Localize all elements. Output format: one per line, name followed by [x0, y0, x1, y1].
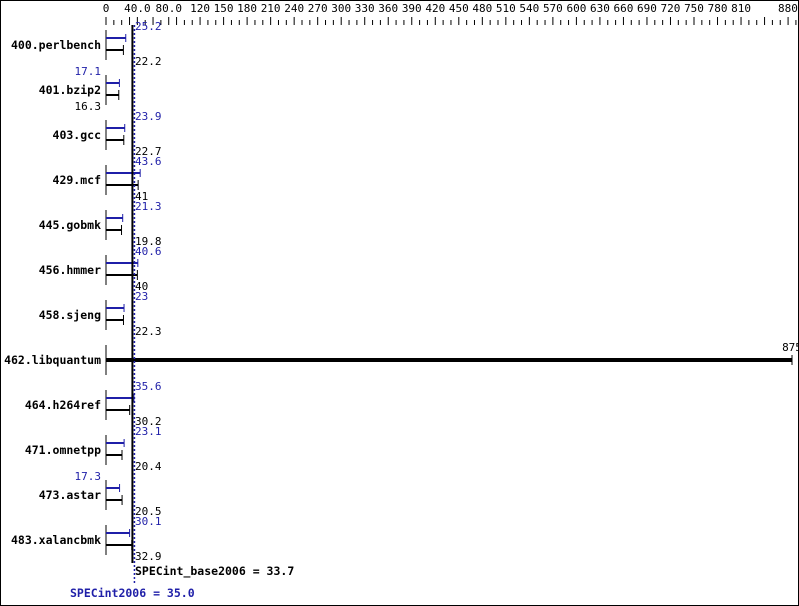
- base-value-label: 20.5: [135, 505, 162, 518]
- peak-value-label: 40.6: [135, 245, 162, 258]
- x-tick-label: 180: [237, 2, 257, 15]
- x-tick-label: 880: [778, 2, 798, 15]
- x-tick-label: 600: [566, 2, 586, 15]
- base-value-label: 20.4: [135, 460, 162, 473]
- base-value-label: 16.3: [75, 100, 102, 113]
- x-tick-label: 510: [496, 2, 516, 15]
- peak-value-label: 23: [135, 290, 148, 303]
- base-value-label: 40: [135, 280, 148, 293]
- x-tick-label: 480: [472, 2, 492, 15]
- peak-value-label: 17.3: [75, 470, 102, 483]
- x-tick-label: 150: [214, 2, 234, 15]
- x-tick-label: 120: [190, 2, 210, 15]
- base-total-label: SPECint_base2006 = 33.7: [135, 564, 294, 579]
- x-tick-label: 570: [543, 2, 563, 15]
- peak-value-label: 35.6: [135, 380, 162, 393]
- x-tick-label: 690: [637, 2, 657, 15]
- peak-value-label: 21.3: [135, 200, 162, 213]
- benchmark-label: 456.hmmer: [39, 263, 101, 277]
- base-value-label: 22.2: [135, 55, 162, 68]
- x-tick-label: 390: [402, 2, 422, 15]
- peak-value-label: 30.1: [135, 515, 162, 528]
- x-tick-label: 40.0: [124, 2, 151, 15]
- x-tick-label: 270: [308, 2, 328, 15]
- base-value-label: 22.3: [135, 325, 162, 338]
- x-tick-label: 630: [590, 2, 610, 15]
- peak-value-label: 23.1: [135, 425, 162, 438]
- benchmark-label: 429.mcf: [53, 173, 102, 187]
- benchmark-label: 458.sjeng: [39, 308, 101, 322]
- x-tick-label: 420: [425, 2, 445, 15]
- x-tick-label: 360: [378, 2, 398, 15]
- x-tick-label: 450: [449, 2, 469, 15]
- base-value-label: 41: [135, 190, 148, 203]
- x-tick-label: 0: [103, 2, 110, 15]
- benchmark-label: 483.xalancbmk: [11, 533, 101, 547]
- x-tick-label: 240: [284, 2, 304, 15]
- x-tick-label: 810: [731, 2, 751, 15]
- base-value-label: 22.7: [135, 145, 162, 158]
- benchmark-label: 473.astar: [39, 488, 101, 502]
- peak-value-label: 25.2: [135, 20, 162, 33]
- benchmark-label: 445.gobmk: [39, 218, 101, 232]
- benchmark-label: 464.h264ref: [25, 398, 101, 412]
- base-value-label: 875: [782, 341, 799, 354]
- peak-value-label: 23.9: [135, 110, 162, 123]
- x-tick-label: 210: [261, 2, 281, 15]
- base-value-label: 32.9: [135, 550, 162, 563]
- peak-value-label: 17.1: [75, 65, 102, 78]
- benchmark-label: 403.gcc: [53, 128, 101, 142]
- x-tick-label: 660: [614, 2, 634, 15]
- x-tick-label: 780: [708, 2, 728, 15]
- benchmark-label: 462.libquantum: [4, 353, 101, 367]
- benchmark-label: 401.bzip2: [39, 83, 101, 97]
- base-value-label: 19.8: [135, 235, 162, 248]
- benchmark-label: 400.perlbench: [11, 38, 101, 52]
- peak-total-label: SPECint2006 = 35.0: [70, 586, 195, 600]
- x-tick-label: 750: [684, 2, 704, 15]
- peak-value-label: 43.6: [135, 155, 162, 168]
- benchmark-label: 471.omnetpp: [25, 443, 101, 457]
- x-tick-label: 540: [519, 2, 539, 15]
- x-tick-label: 330: [355, 2, 375, 15]
- x-tick-label: 300: [331, 2, 351, 15]
- x-tick-label: 80.0: [155, 2, 182, 15]
- x-tick-label: 720: [661, 2, 681, 15]
- base-value-label: 30.2: [135, 415, 162, 428]
